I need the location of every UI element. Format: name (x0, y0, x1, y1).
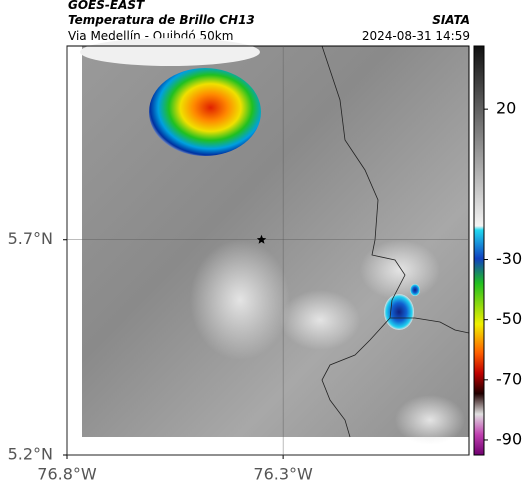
source: SIATA (432, 13, 470, 27)
colorbar-tick-label: -70 (496, 369, 522, 388)
x-tick-label: 76.8°W (37, 465, 97, 484)
colorbar-tick-label: -90 (496, 429, 522, 448)
colorbar-tick-label: -50 (496, 309, 522, 328)
location-marker (256, 234, 267, 244)
imagery (80, 38, 470, 445)
title: GOES-EAST (68, 0, 145, 12)
colorbar-tick-label: 20 (496, 99, 516, 118)
y-tick-label: 5.7°N (8, 229, 53, 248)
x-tick-label: 76.3°W (253, 465, 313, 484)
subtitle: Temperatura de Brillo CH13 (68, 13, 255, 27)
colorbar-tick-label: -30 (496, 249, 522, 268)
timestamp: 2024-08-31 14:59 (362, 29, 470, 43)
y-tick-label: 5.2°N (8, 445, 53, 464)
colorbar (473, 45, 485, 456)
